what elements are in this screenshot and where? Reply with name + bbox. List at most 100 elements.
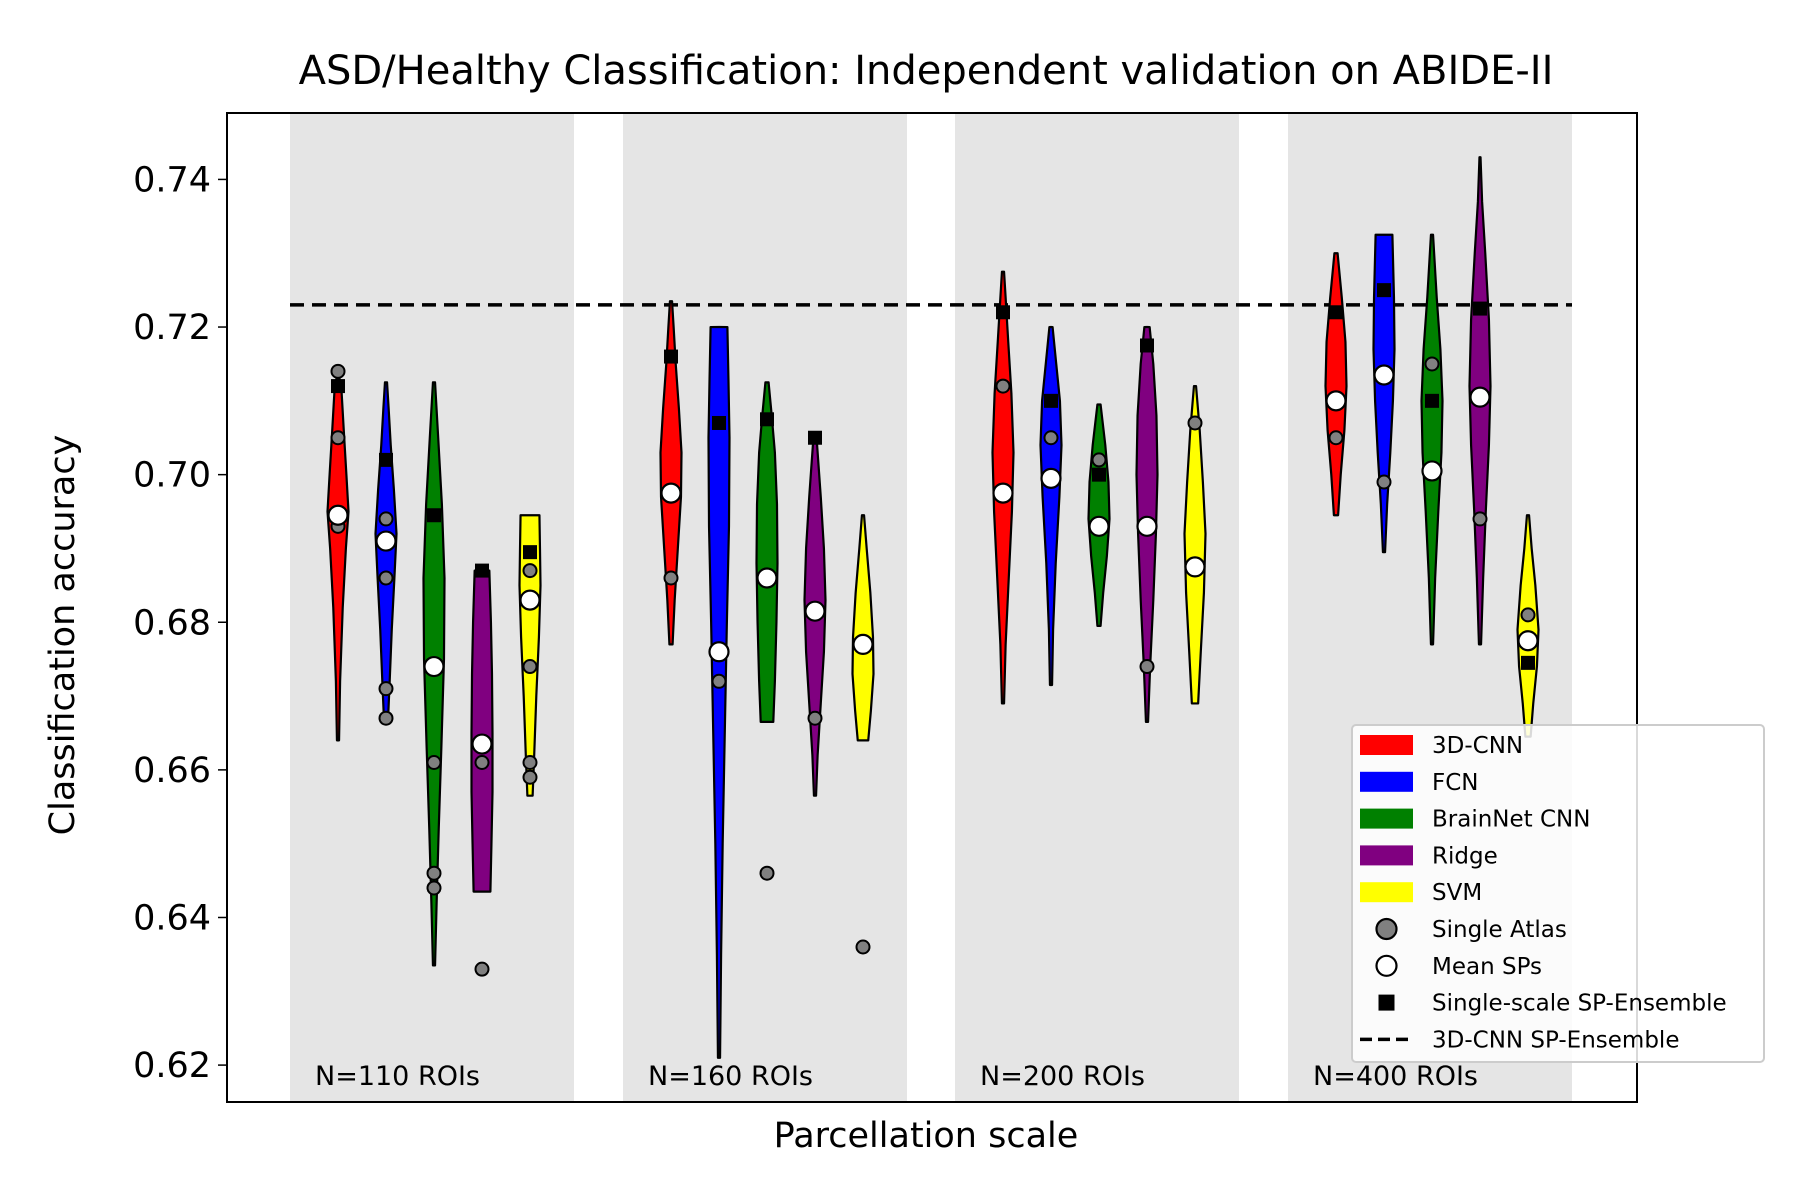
legend-swatch bbox=[1360, 771, 1413, 792]
ensemble-marker bbox=[523, 545, 537, 560]
ensemble-marker bbox=[331, 379, 345, 394]
mean-sp-marker bbox=[992, 482, 1014, 504]
legend-swatch bbox=[1360, 845, 1413, 866]
ensemble-marker bbox=[1092, 467, 1106, 482]
single-atlas-marker bbox=[1091, 452, 1107, 468]
legend-swatch bbox=[1360, 882, 1413, 903]
single-atlas-marker bbox=[330, 430, 346, 446]
mean-sp-marker bbox=[660, 482, 682, 504]
y-tick-label: 0.74 bbox=[133, 160, 211, 200]
y-tick-label: 0.72 bbox=[133, 308, 211, 348]
single-atlas-marker bbox=[378, 570, 394, 586]
mean-sp-marker bbox=[1325, 390, 1347, 412]
legend-single-atlas-marker bbox=[1375, 917, 1398, 941]
single-atlas-marker bbox=[995, 378, 1011, 394]
y-tick-label: 0.62 bbox=[133, 1046, 211, 1086]
legend-swatch bbox=[1360, 808, 1413, 829]
violin-body bbox=[1420, 233, 1444, 646]
group-label: N=110 ROIs bbox=[315, 1061, 480, 1092]
single-atlas-marker bbox=[522, 754, 538, 770]
violin-body bbox=[470, 569, 494, 893]
legend-label: 3D-CNN bbox=[1432, 733, 1523, 759]
single-atlas-marker bbox=[378, 681, 394, 697]
single-atlas-marker bbox=[474, 961, 490, 977]
legend-box bbox=[1351, 724, 1765, 1063]
y-axis-label: Classification accuracy bbox=[43, 435, 83, 836]
single-atlas-marker bbox=[522, 769, 538, 785]
legend-label: Mean SPs bbox=[1432, 954, 1542, 980]
ensemble-marker bbox=[712, 415, 726, 430]
ensemble-marker bbox=[1425, 393, 1439, 408]
violin-body bbox=[1516, 514, 1540, 738]
single-atlas-marker bbox=[711, 673, 727, 689]
mean-sp-marker bbox=[1136, 515, 1158, 537]
group-label: N=400 ROIs bbox=[1313, 1061, 1478, 1092]
x-axis-label: Parcellation scale bbox=[774, 1116, 1079, 1156]
single-atlas-marker bbox=[1328, 430, 1344, 446]
single-atlas-marker bbox=[1472, 511, 1488, 527]
violin-body bbox=[707, 325, 731, 1059]
single-atlas-marker bbox=[522, 659, 538, 675]
single-atlas-marker bbox=[378, 710, 394, 726]
group-label: N=160 ROIs bbox=[648, 1061, 813, 1092]
ensemble-marker bbox=[664, 349, 678, 364]
single-atlas-marker bbox=[1187, 415, 1203, 431]
mean-sp-marker bbox=[1184, 556, 1206, 578]
ensemble-marker bbox=[1329, 305, 1343, 320]
single-atlas-marker bbox=[759, 865, 775, 881]
single-atlas-marker bbox=[330, 363, 346, 379]
single-atlas-marker bbox=[378, 511, 394, 527]
violin-body bbox=[755, 381, 779, 723]
plot-frame bbox=[226, 112, 1638, 1103]
group-label: N=200 ROIs bbox=[980, 1061, 1145, 1092]
single-atlas-marker bbox=[426, 754, 442, 770]
violin-body bbox=[1039, 325, 1063, 687]
ensemble-marker bbox=[475, 563, 489, 578]
ensemble-marker bbox=[760, 412, 774, 427]
legend-label: Single-scale SP-Ensemble bbox=[1432, 991, 1727, 1017]
y-tick-label: 0.70 bbox=[133, 456, 211, 496]
single-atlas-marker bbox=[474, 754, 490, 770]
mean-sp-marker bbox=[1040, 467, 1062, 489]
mean-sp-marker bbox=[519, 589, 541, 611]
violin-body bbox=[851, 514, 875, 742]
single-atlas-marker bbox=[522, 563, 538, 579]
mean-sp-marker bbox=[471, 733, 493, 755]
violin-body bbox=[659, 300, 683, 646]
single-atlas-marker bbox=[1520, 607, 1536, 623]
y-tick-label: 0.66 bbox=[133, 751, 211, 791]
violin-body bbox=[1372, 233, 1396, 554]
legend-mean-sp-marker bbox=[1375, 954, 1398, 977]
ensemble-marker bbox=[1473, 301, 1487, 316]
ensemble-marker bbox=[1377, 283, 1391, 298]
legend-ensemble-marker bbox=[1378, 994, 1395, 1011]
legend-label: 3D-CNN SP-Ensemble bbox=[1432, 1027, 1679, 1053]
mean-sp-marker bbox=[756, 567, 778, 589]
single-atlas-marker bbox=[426, 865, 442, 881]
violin-body bbox=[1183, 384, 1207, 705]
legend-label: Single Atlas bbox=[1432, 917, 1567, 943]
mean-sp-marker bbox=[1373, 364, 1395, 386]
y-tick-label: 0.68 bbox=[133, 603, 211, 643]
single-atlas-marker bbox=[807, 710, 823, 726]
mean-sp-marker bbox=[423, 655, 445, 678]
single-atlas-marker bbox=[663, 570, 679, 586]
ensemble-marker bbox=[1044, 393, 1058, 408]
legend-swatch bbox=[1360, 735, 1413, 755]
legend: 3D-CNN FCN BrainNet CNN Ridge SVM Single Atla… bbox=[1351, 724, 1765, 1063]
ensemble-marker bbox=[427, 508, 441, 523]
ensemble-marker bbox=[808, 430, 822, 445]
single-atlas-marker bbox=[1139, 659, 1155, 675]
mean-sp-marker bbox=[1469, 386, 1491, 408]
mean-sp-marker bbox=[852, 633, 874, 656]
single-atlas-marker bbox=[1376, 474, 1392, 490]
violin-body bbox=[518, 514, 542, 797]
legend-label: Ridge bbox=[1432, 843, 1498, 869]
single-atlas-marker bbox=[1424, 356, 1440, 372]
mean-sp-marker bbox=[708, 641, 730, 663]
ensemble-marker bbox=[1140, 338, 1154, 353]
ensemble-marker bbox=[996, 305, 1010, 320]
legend-label: SVM bbox=[1432, 880, 1482, 906]
y-tick-label: 0.64 bbox=[133, 898, 211, 938]
